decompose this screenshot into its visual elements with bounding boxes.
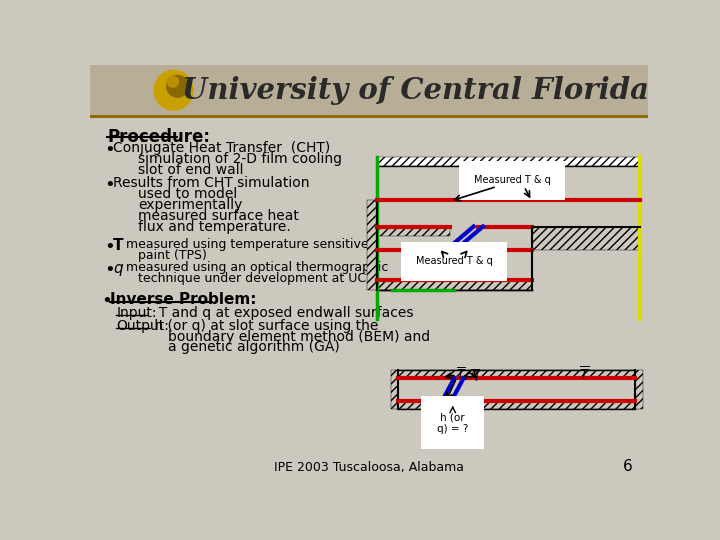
Text: a genetic algorithm (GA): a genetic algorithm (GA) bbox=[168, 340, 339, 354]
Ellipse shape bbox=[168, 76, 179, 87]
Bar bbox=[367, 200, 377, 289]
Text: used to model: used to model bbox=[138, 187, 238, 201]
Text: •: • bbox=[104, 177, 114, 194]
Text: experimentally: experimentally bbox=[138, 198, 243, 212]
Bar bbox=[398, 401, 635, 409]
Text: Input:: Input: bbox=[117, 306, 157, 320]
Text: 6: 6 bbox=[623, 460, 632, 475]
Text: measured using an optical thermographic: measured using an optical thermographic bbox=[122, 261, 388, 274]
Text: University of Central Florida: University of Central Florida bbox=[182, 77, 649, 105]
Bar bbox=[90, 65, 648, 117]
Text: IPE 2003 Tuscaloosa, Alabama: IPE 2003 Tuscaloosa, Alabama bbox=[274, 462, 464, 475]
Text: Procedure:: Procedure: bbox=[107, 128, 210, 146]
Text: h (or
q) = ?: h (or q) = ? bbox=[437, 412, 469, 434]
Bar bbox=[532, 226, 640, 249]
Text: T: T bbox=[113, 238, 124, 253]
Text: measured using temperature sensitive: measured using temperature sensitive bbox=[122, 238, 369, 251]
Text: Measured T & q: Measured T & q bbox=[416, 256, 492, 266]
Bar bbox=[398, 370, 635, 378]
Text: paint (TPS): paint (TPS) bbox=[138, 249, 207, 262]
Text: flux and temperature.: flux and temperature. bbox=[138, 220, 291, 234]
Text: •: • bbox=[104, 238, 114, 256]
Bar bbox=[377, 157, 640, 166]
Text: slot of end wall: slot of end wall bbox=[138, 163, 243, 177]
Text: T and q at exposed endwall surfaces: T and q at exposed endwall surfaces bbox=[150, 306, 414, 320]
Bar bbox=[635, 370, 642, 409]
Ellipse shape bbox=[154, 70, 193, 110]
Ellipse shape bbox=[167, 76, 189, 97]
Text: Output:: Output: bbox=[117, 319, 169, 333]
Bar bbox=[391, 370, 398, 409]
Bar bbox=[377, 226, 451, 236]
Text: •: • bbox=[104, 141, 114, 159]
Text: •: • bbox=[104, 261, 114, 279]
Text: simulation of 2-D film cooling: simulation of 2-D film cooling bbox=[138, 152, 342, 166]
Text: $\overline{T}$: $\overline{T}$ bbox=[579, 365, 590, 383]
Text: Inverse Problem:: Inverse Problem: bbox=[110, 292, 256, 307]
Text: q: q bbox=[113, 261, 123, 276]
Text: $\overline{T}, \overline{q}$: $\overline{T}, \overline{q}$ bbox=[456, 365, 480, 383]
Text: h (or q) at slot surface using the: h (or q) at slot surface using the bbox=[150, 319, 379, 333]
Text: boundary element method (BEM) and: boundary element method (BEM) and bbox=[168, 330, 430, 343]
Text: Results from CHT simulation: Results from CHT simulation bbox=[113, 177, 310, 191]
Text: •: • bbox=[101, 292, 112, 310]
Text: Measured T & q: Measured T & q bbox=[474, 176, 551, 185]
Bar bbox=[377, 280, 532, 289]
Text: measured surface heat: measured surface heat bbox=[138, 209, 299, 223]
Text: technique under development at UCF: technique under development at UCF bbox=[138, 272, 373, 285]
Text: Conjugate Heat Transfer  (CHT): Conjugate Heat Transfer (CHT) bbox=[113, 141, 330, 155]
